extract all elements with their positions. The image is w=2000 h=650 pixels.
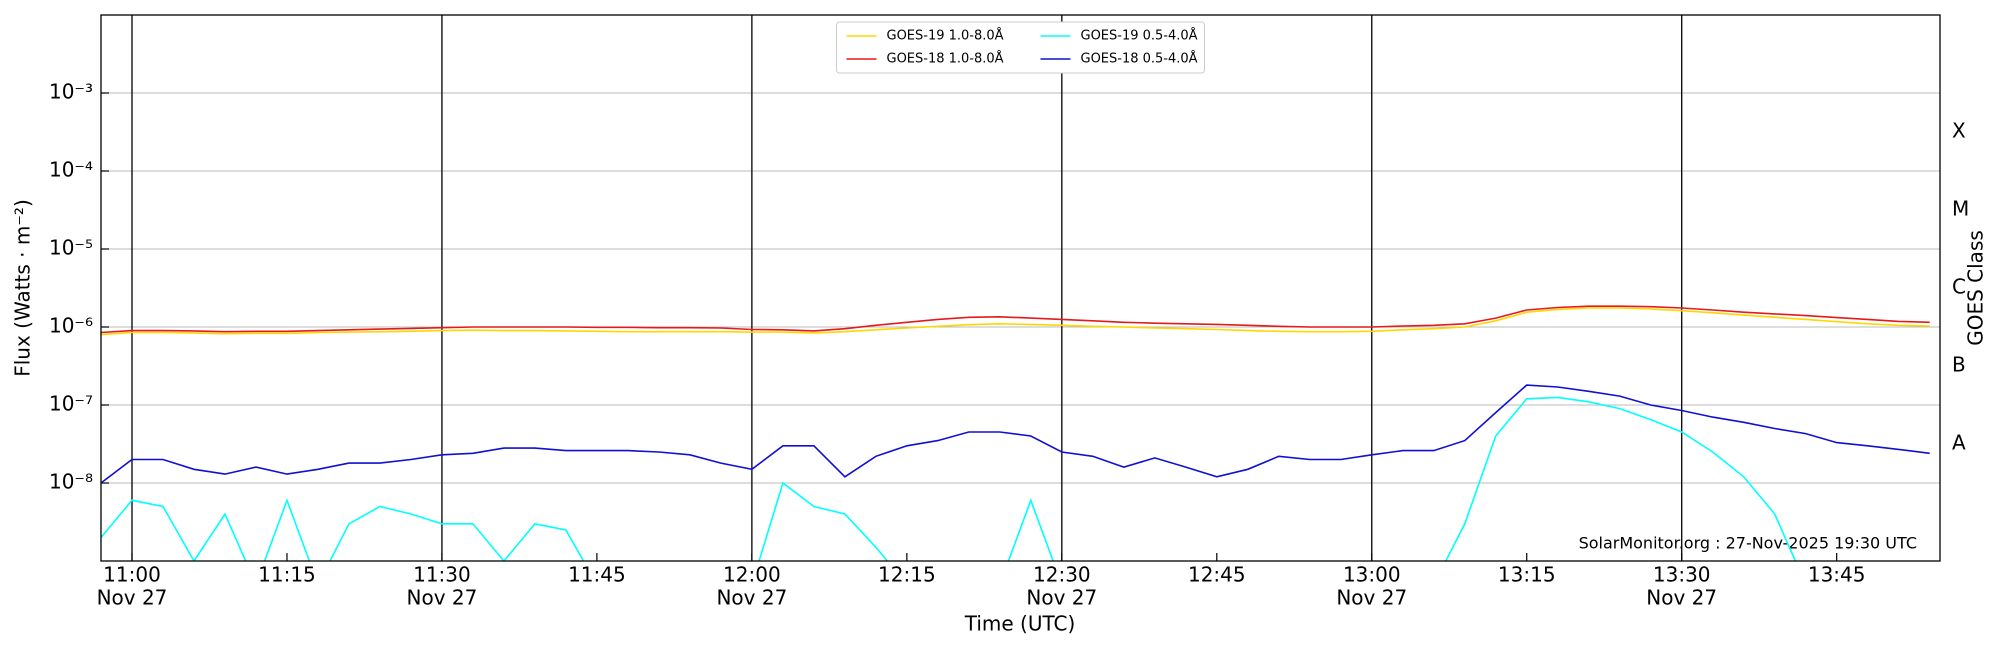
x-tick-label: 11:00 [103,563,161,587]
legend-label: GOES-19 0.5-4.0Å [1081,28,1198,44]
series-line [101,305,1930,334]
x-tick-label: 11:45 [568,563,626,587]
y-tick-label: 10⁻⁷ [49,392,93,416]
x-tick-label: 12:45 [1188,563,1246,587]
x-tick-label: 13:15 [1498,563,1556,587]
plot-area [101,305,1930,561]
y-tick-label: 10⁻⁸ [49,470,93,494]
x-tick-label: 13:30 [1653,563,1711,587]
y2-tick-label: A [1952,431,1966,455]
legend-label: GOES-19 1.0-8.0Å [887,28,1004,44]
y2-axis-label: GOES Class [1964,230,1988,346]
series-line [101,307,1930,336]
x-tick-date: Nov 27 [1336,586,1407,610]
x-tick-date: Nov 27 [716,586,787,610]
x-tick-date: Nov 27 [1026,586,1097,610]
series-line [101,384,1930,484]
y-axis-label: Flux (Watts · m⁻²) [11,199,35,377]
x-tick-date: Nov 27 [1646,586,1717,610]
plot-frame [100,14,1941,562]
x-axis-label: Time (UTC) [964,612,1076,636]
x-tick-label: 12:15 [878,563,936,587]
y-tick-label: 10⁻⁴ [49,158,93,182]
legend-label: GOES-18 1.0-8.0Å [887,51,1004,67]
y-tick-label: 10⁻⁶ [49,314,93,338]
legend-box [836,21,1205,74]
y2-tick-label: X [1952,119,1966,143]
annotation: SolarMonitor.org : 27-Nov-2025 19:30 UTC [1579,534,1917,553]
series-line [101,396,1797,561]
x-tick-label: 11:30 [413,563,471,587]
y-tick-label: 10⁻⁵ [49,236,93,260]
x-tick-label: 13:45 [1808,563,1866,587]
x-tick-label: 13:00 [1343,563,1401,587]
y2-tick-label: B [1952,353,1966,377]
x-tick-date: Nov 27 [407,586,478,610]
x-tick-label: 12:00 [723,563,781,587]
y2-tick-label: M [1952,197,1969,221]
x-tick-label: 11:15 [258,563,316,587]
y-tick-label: 10⁻³ [49,80,93,104]
x-tick-date: Nov 27 [97,586,168,610]
y2-tick-label: C [1952,275,1966,299]
legend-label: GOES-18 0.5-4.0Å [1081,51,1198,67]
x-tick-label: 12:30 [1033,563,1091,587]
